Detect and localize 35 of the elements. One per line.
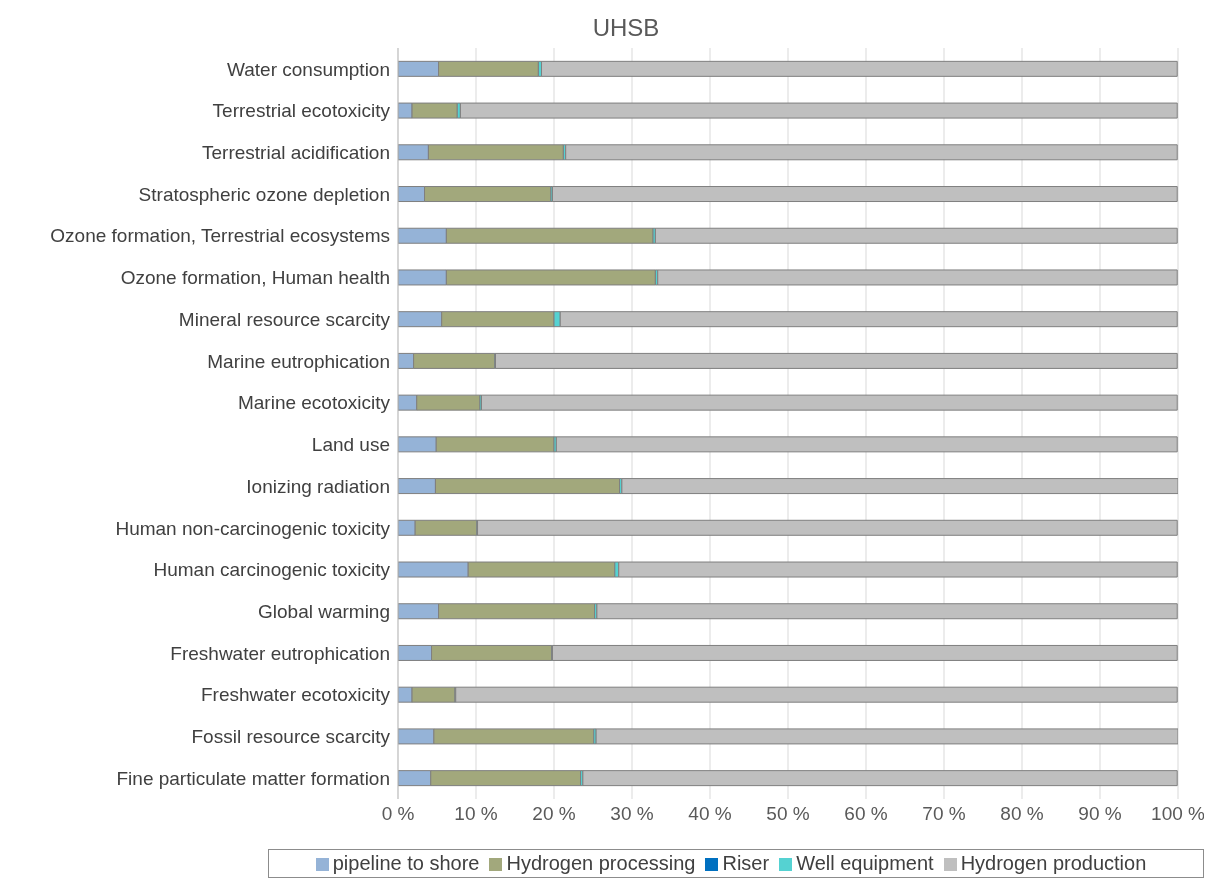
y-tick-label: Water consumption — [227, 58, 390, 80]
y-tick-label: Stratospheric ozone depletion — [138, 183, 390, 205]
x-tick-label: 30 % — [610, 803, 654, 825]
y-tick-label: Mineral resource scarcity — [178, 308, 391, 330]
y-tick-label: Human non-carcinogenic toxicity — [115, 517, 391, 539]
y-tick-label: Land use — [311, 434, 390, 456]
x-tick-label: 50 % — [766, 803, 810, 825]
y-tick-label: Marine ecotoxicity — [237, 392, 391, 414]
chart-title: UHSB — [591, 13, 661, 43]
y-tick-label: Ozone formation, Terrestrial ecosystems — [50, 225, 390, 247]
x-tick-label: 20 % — [532, 803, 576, 825]
x-tick-label: 40 % — [688, 803, 732, 825]
legend-label: Well equipment — [796, 852, 934, 874]
y-tick-label: Human carcinogenic toxicity — [153, 559, 391, 581]
x-tick-label: 90 % — [1078, 803, 1122, 825]
y-tick-label: Ozone formation, Human health — [120, 267, 390, 289]
y-tick-label: Global warming — [258, 600, 390, 622]
x-tick-label: 60 % — [844, 803, 888, 825]
y-tick-label: Freshwater ecotoxicity — [200, 684, 391, 706]
x-tick-label: 0 % — [381, 803, 415, 825]
x-tick-label: 70 % — [922, 803, 966, 825]
x-tick-label: 10 % — [454, 803, 498, 825]
y-tick-label: Terrestrial acidification — [202, 142, 390, 164]
y-tick-label: Fine particulate matter formation — [116, 767, 390, 789]
y-tick-label: Fossil resource scarcity — [191, 726, 391, 748]
legend-label: pipeline to shore — [332, 852, 480, 874]
y-tick-label: Freshwater eutrophication — [170, 642, 390, 664]
y-tick-label: Ionizing radiation — [246, 475, 390, 497]
legend-label: Riser — [722, 852, 770, 874]
x-tick-label: 100 % — [1151, 803, 1206, 825]
legend-label: Hydrogen processing — [506, 852, 696, 874]
x-tick-label: 80 % — [1000, 803, 1044, 825]
legend-label: Hydrogen production — [960, 852, 1147, 874]
y-tick-label: Terrestrial ecotoxicity — [212, 100, 391, 122]
y-tick-label: Marine eutrophication — [207, 350, 390, 372]
